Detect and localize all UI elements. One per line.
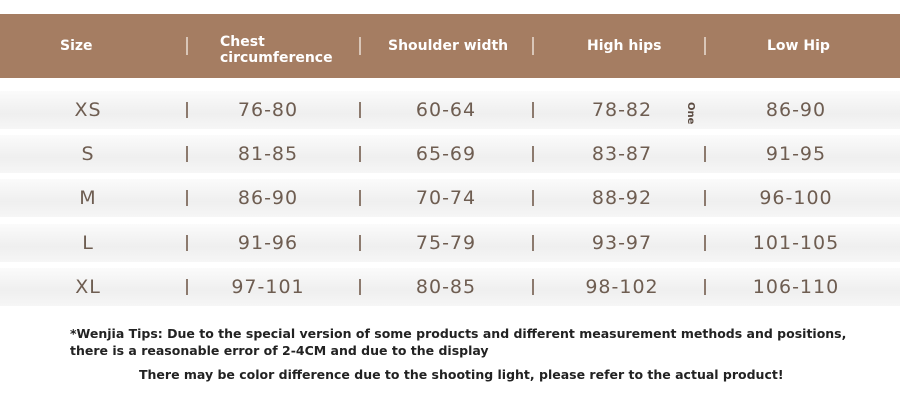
size-cell: L <box>82 231 94 254</box>
header-cell: Low Hip <box>767 38 830 54</box>
header-separator <box>704 37 706 55</box>
tip-text: There may be color difference due to the… <box>139 367 784 382</box>
header-cell: Shoulder width <box>388 38 509 54</box>
value-cell: 106-110 <box>752 275 840 298</box>
header-cell: Chest circumference <box>220 34 333 66</box>
column-separator <box>186 146 188 163</box>
value-cell: 70-74 <box>415 187 477 210</box>
column-separator <box>186 102 188 118</box>
header-separator <box>532 37 534 55</box>
header-bar <box>0 14 900 78</box>
table-row <box>0 135 900 174</box>
value-cell: 98-102 <box>585 275 659 298</box>
value-cell: 96-100 <box>759 187 833 210</box>
value-cell: 86-90 <box>765 99 827 121</box>
column-separator <box>704 234 706 251</box>
value-cell: 97-101 <box>231 275 305 298</box>
column-separator <box>532 278 534 295</box>
value-cell: 91-95 <box>765 143 827 166</box>
column-separator <box>532 146 534 163</box>
value-cell: 75-79 <box>415 231 477 254</box>
column-separator <box>186 190 188 207</box>
value-cell: 86-90 <box>237 187 299 210</box>
table-row <box>0 223 900 262</box>
value-cell: 65-69 <box>415 143 477 166</box>
size-cell: S <box>81 143 95 166</box>
size-cell: XL <box>75 275 101 298</box>
column-separator <box>186 234 188 251</box>
column-separator <box>704 146 706 163</box>
value-cell: 88-92 <box>591 187 653 210</box>
size-cell: M <box>79 187 97 210</box>
value-cell: 76-80 <box>237 99 299 121</box>
value-cell: 93-97 <box>591 231 653 254</box>
value-cell: 83-87 <box>591 143 653 166</box>
side-note: One <box>685 102 696 125</box>
column-separator <box>704 278 706 295</box>
column-separator <box>359 190 361 207</box>
column-separator <box>359 234 361 251</box>
header-separator <box>186 37 188 55</box>
header-separator <box>359 37 361 55</box>
table-row <box>0 179 900 218</box>
column-separator <box>704 190 706 207</box>
column-separator <box>186 278 188 295</box>
tip-text: *Wenjia Tips: Due to the special version… <box>70 326 847 358</box>
table-row <box>0 267 900 306</box>
column-separator <box>359 278 361 295</box>
size-cell: XS <box>74 99 102 121</box>
column-separator <box>532 190 534 207</box>
value-cell: 91-96 <box>237 231 299 254</box>
column-separator <box>532 102 534 118</box>
table-row <box>0 91 900 129</box>
value-cell: 101-105 <box>752 231 840 254</box>
value-cell: 78-82 <box>591 99 653 121</box>
column-separator <box>359 146 361 163</box>
column-separator <box>532 234 534 251</box>
value-cell: 60-64 <box>415 99 477 121</box>
column-separator <box>359 102 361 118</box>
value-cell: 80-85 <box>415 275 477 298</box>
header-cell: Size <box>60 38 93 54</box>
header-cell: High hips <box>587 38 662 54</box>
value-cell: 81-85 <box>237 143 299 166</box>
